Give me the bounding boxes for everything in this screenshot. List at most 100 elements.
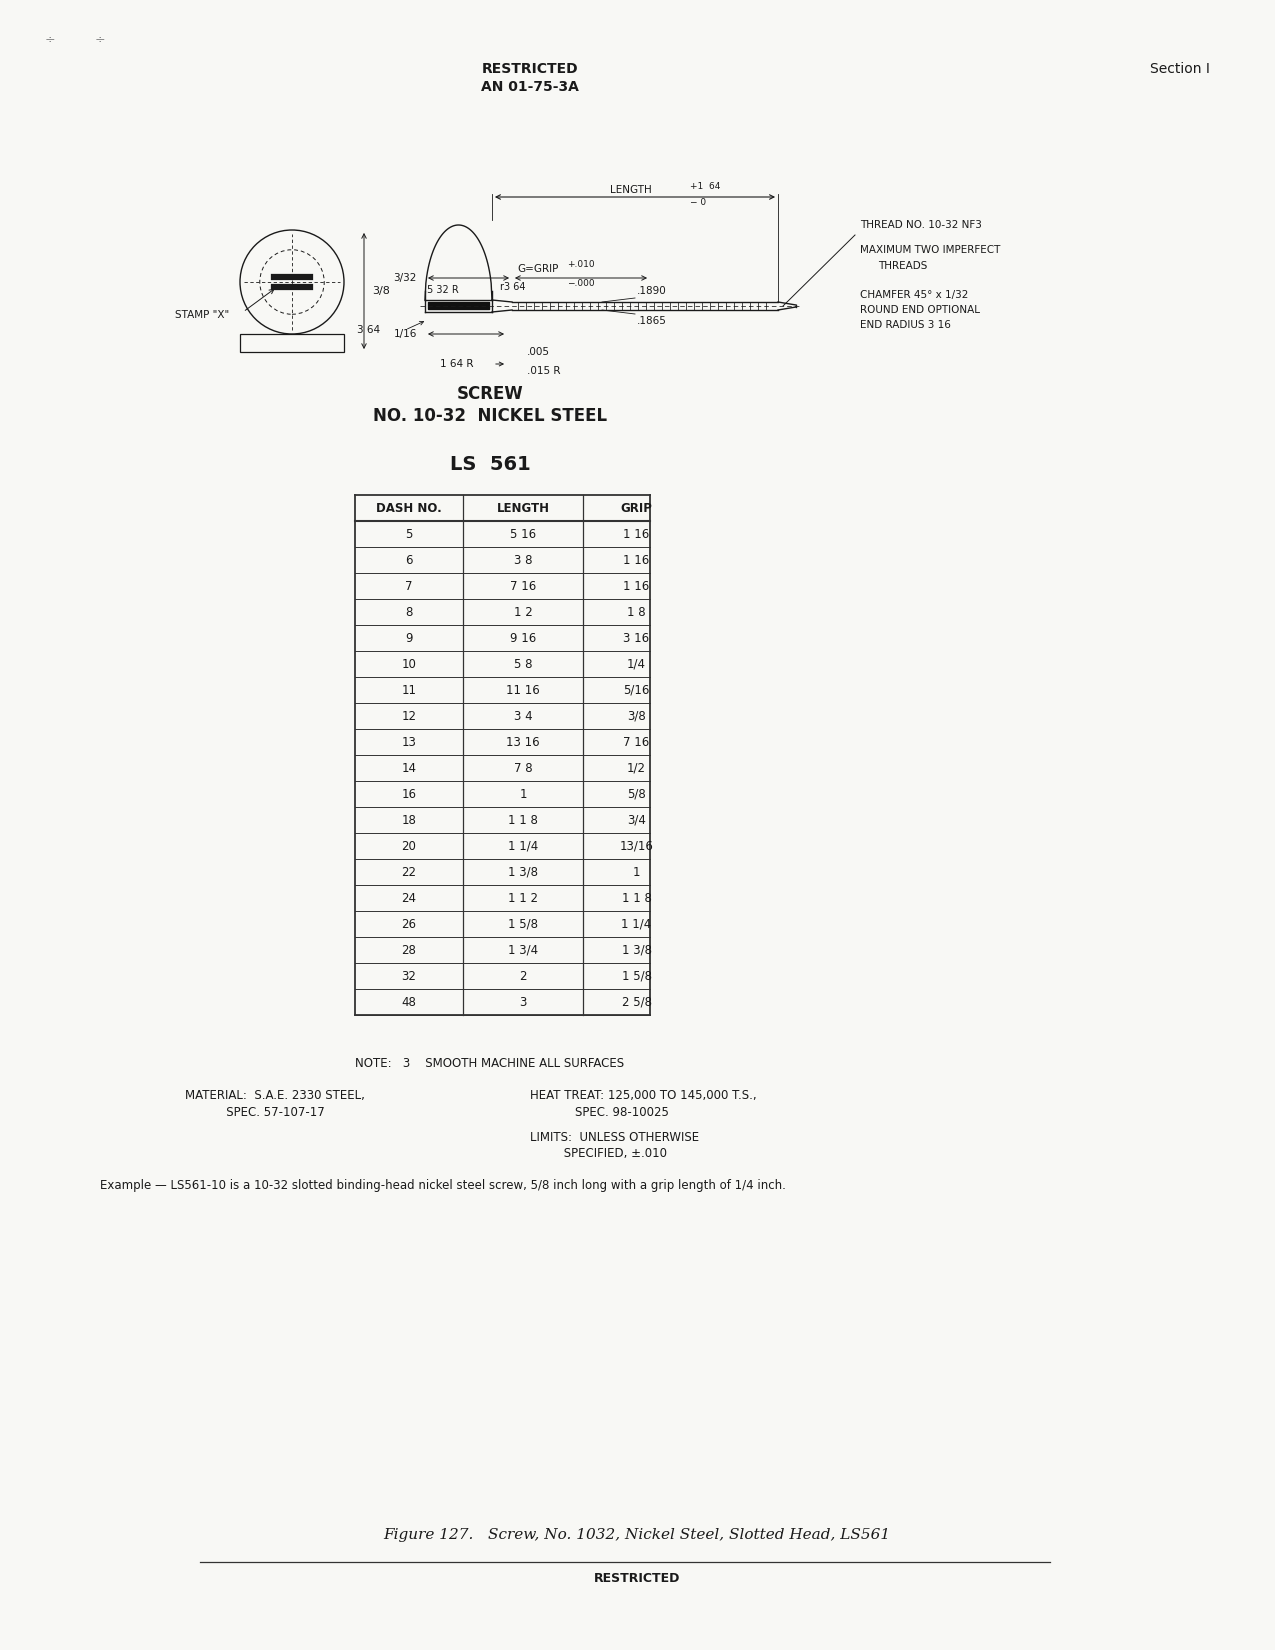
Text: LENGTH: LENGTH	[609, 185, 652, 195]
Text: −.000: −.000	[567, 279, 594, 289]
Text: 1 3/8: 1 3/8	[507, 866, 538, 878]
Text: 1 8: 1 8	[627, 606, 646, 619]
Text: 3 8: 3 8	[514, 553, 532, 566]
Text: 10: 10	[402, 657, 417, 670]
Text: − 0: − 0	[690, 198, 706, 206]
Text: 1/2: 1/2	[627, 762, 646, 774]
Text: 13 16: 13 16	[506, 736, 539, 749]
Text: 1 3/8: 1 3/8	[621, 944, 652, 957]
Text: 1: 1	[519, 787, 527, 800]
Text: ROUND END OPTIONAL: ROUND END OPTIONAL	[861, 305, 980, 315]
Text: .015 R: .015 R	[527, 366, 561, 376]
Text: 24: 24	[402, 891, 417, 904]
Text: 1 3/4: 1 3/4	[507, 944, 538, 957]
Text: 5/8: 5/8	[627, 787, 646, 800]
Text: 1 5/8: 1 5/8	[507, 917, 538, 931]
Text: 13/16: 13/16	[620, 840, 653, 853]
Text: 5 32 R: 5 32 R	[427, 285, 459, 295]
Text: 32: 32	[402, 970, 417, 982]
Text: 1 1 8: 1 1 8	[622, 891, 652, 904]
Text: 2: 2	[519, 970, 527, 982]
Text: .1865: .1865	[638, 317, 667, 327]
Text: ÷: ÷	[45, 33, 55, 46]
Text: 7: 7	[405, 579, 413, 592]
Text: r3 64: r3 64	[500, 282, 525, 292]
Bar	[240, 333, 344, 351]
Text: 1 1/4: 1 1/4	[621, 917, 652, 931]
Text: 1 2: 1 2	[514, 606, 533, 619]
Text: 48: 48	[402, 995, 417, 1008]
Text: 3/8: 3/8	[372, 285, 390, 295]
Text: LS  561: LS 561	[450, 455, 530, 474]
Text: 3/8: 3/8	[627, 710, 646, 723]
Text: DASH NO.: DASH NO.	[376, 502, 442, 515]
Text: .005: .005	[527, 346, 550, 356]
Text: 3 64: 3 64	[357, 325, 380, 335]
Text: 5: 5	[405, 528, 413, 541]
Text: STAMP "X": STAMP "X"	[175, 310, 230, 320]
Text: 9: 9	[405, 632, 413, 645]
Text: SCREW: SCREW	[456, 384, 523, 403]
Text: 1 1/4: 1 1/4	[507, 840, 538, 853]
Text: AN 01-75-3A: AN 01-75-3A	[481, 79, 579, 94]
Text: 26: 26	[402, 917, 417, 931]
Text: THREADS: THREADS	[878, 261, 927, 271]
Text: 5 16: 5 16	[510, 528, 536, 541]
Text: 1: 1	[632, 866, 640, 878]
Text: SPEC. 98-10025: SPEC. 98-10025	[530, 1106, 669, 1119]
Text: HEAT TREAT: 125,000 TO 145,000 T.S.,: HEAT TREAT: 125,000 TO 145,000 T.S.,	[530, 1089, 756, 1102]
Text: LENGTH: LENGTH	[496, 502, 550, 515]
Text: ÷: ÷	[94, 33, 106, 46]
Text: 1/16: 1/16	[394, 328, 417, 338]
Text: +1  64: +1 64	[690, 182, 720, 191]
Text: 5 8: 5 8	[514, 657, 532, 670]
Text: THREAD NO. 10-32 NF3: THREAD NO. 10-32 NF3	[861, 219, 982, 229]
Text: 11: 11	[402, 683, 417, 696]
Text: .1890: .1890	[638, 285, 667, 295]
Text: Figure 127.   Screw, No. 1032, Nickel Steel, Slotted Head, LS561: Figure 127. Screw, No. 1032, Nickel Stee…	[384, 1528, 890, 1543]
Text: 20: 20	[402, 840, 417, 853]
Text: 1 5/8: 1 5/8	[621, 970, 652, 982]
Text: MAXIMUM TWO IMPERFECT: MAXIMUM TWO IMPERFECT	[861, 244, 1001, 256]
Text: 3 16: 3 16	[623, 632, 649, 645]
Text: G=GRIP: G=GRIP	[516, 264, 558, 274]
Text: 18: 18	[402, 813, 417, 827]
Text: 9 16: 9 16	[510, 632, 536, 645]
Text: GRIP: GRIP	[621, 502, 653, 515]
Text: 3/4: 3/4	[627, 813, 646, 827]
Text: 1 16: 1 16	[623, 528, 650, 541]
Text: 1 1 8: 1 1 8	[507, 813, 538, 827]
Text: 8: 8	[405, 606, 413, 619]
Text: 7 8: 7 8	[514, 762, 533, 774]
Text: MATERIAL:  S.A.E. 2330 STEEL,: MATERIAL: S.A.E. 2330 STEEL,	[185, 1089, 365, 1102]
Text: 13: 13	[402, 736, 417, 749]
Text: 2 5/8: 2 5/8	[621, 995, 652, 1008]
Text: 1 64 R: 1 64 R	[440, 360, 473, 370]
Text: 1 16: 1 16	[623, 579, 650, 592]
Text: LIMITS:  UNLESS OTHERWISE: LIMITS: UNLESS OTHERWISE	[530, 1130, 699, 1143]
Text: SPECIFIED, ±.010: SPECIFIED, ±.010	[530, 1147, 667, 1160]
Text: RESTRICTED: RESTRICTED	[594, 1572, 680, 1586]
Text: RESTRICTED: RESTRICTED	[482, 63, 579, 76]
Text: 14: 14	[402, 762, 417, 774]
Text: SPEC. 57-107-17: SPEC. 57-107-17	[185, 1106, 325, 1119]
Text: 28: 28	[402, 944, 417, 957]
Text: 16: 16	[402, 787, 417, 800]
Text: END RADIUS 3 16: END RADIUS 3 16	[861, 320, 951, 330]
Text: 1 1 2: 1 1 2	[507, 891, 538, 904]
Text: 3: 3	[519, 995, 527, 1008]
Text: Section I: Section I	[1150, 63, 1210, 76]
Text: 3/32: 3/32	[394, 272, 417, 284]
Text: 1 16: 1 16	[623, 553, 650, 566]
Text: 7 16: 7 16	[510, 579, 536, 592]
Text: 22: 22	[402, 866, 417, 878]
Text: 7 16: 7 16	[623, 736, 650, 749]
Text: 6: 6	[405, 553, 413, 566]
Text: NOTE:   3    SMOOTH MACHINE ALL SURFACES: NOTE: 3 SMOOTH MACHINE ALL SURFACES	[356, 1058, 625, 1069]
Text: +.010: +.010	[567, 261, 594, 269]
Text: NO. 10-32  NICKEL STEEL: NO. 10-32 NICKEL STEEL	[372, 408, 607, 426]
Text: Example — LS561-10 is a 10-32 slotted binding-head nickel steel screw, 5/8 inch : Example — LS561-10 is a 10-32 slotted bi…	[99, 1180, 785, 1191]
Text: CHAMFER 45° x 1/32: CHAMFER 45° x 1/32	[861, 290, 969, 300]
Text: 3 4: 3 4	[514, 710, 533, 723]
Text: 5/16: 5/16	[623, 683, 650, 696]
